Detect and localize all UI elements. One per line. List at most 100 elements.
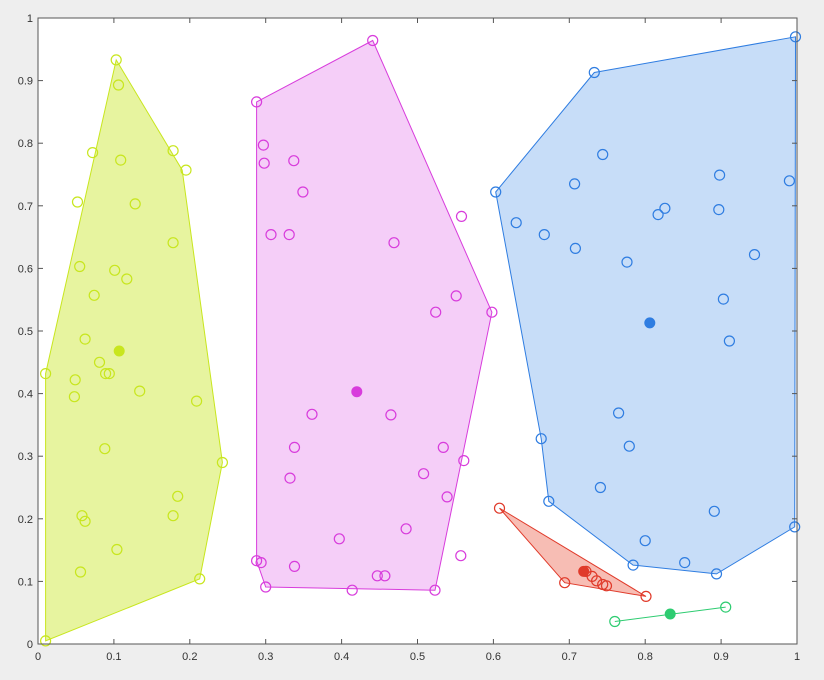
cluster-2-point-15 [717, 293, 730, 305]
cluster-0-point-21 [191, 395, 203, 407]
cluster-0-centroid [113, 345, 125, 357]
x-tick-label: 0.4 [334, 651, 349, 663]
cluster-1-point-19 [418, 468, 430, 480]
cluster-0-point-27 [167, 510, 179, 522]
y-tick-label: 0.6 [18, 263, 33, 275]
y-tick-label: 0.3 [18, 451, 33, 463]
cluster-0-point-17 [103, 368, 115, 380]
cluster-points [39, 31, 802, 647]
cluster-2-point-10 [510, 217, 522, 229]
cluster-0-point-19 [134, 385, 146, 397]
cluster-2-point-2 [597, 148, 609, 161]
cluster-0-point-24 [172, 490, 184, 502]
cluster-0-point-13 [79, 333, 91, 345]
x-tick-label: 0.6 [486, 651, 501, 663]
cluster-1-point-7 [265, 229, 277, 241]
cluster-0-point-29 [74, 566, 87, 578]
cluster-2-hull [495, 36, 797, 575]
cluster-4-centroid [664, 608, 676, 620]
cluster-0-point-23 [216, 456, 228, 469]
y-tick-label: 0.2 [18, 514, 33, 526]
cluster-2-point-1 [588, 66, 600, 79]
cluster-0-point-16 [99, 368, 112, 380]
cluster-1-point-4 [258, 157, 270, 169]
cluster-0-point-4 [167, 145, 179, 157]
cluster-1-point-3 [288, 155, 300, 167]
cluster-0-point-1 [112, 79, 125, 91]
cluster-1-point-8 [283, 229, 295, 241]
cluster-0-point-15 [39, 368, 52, 380]
cluster-4-point-1 [720, 601, 732, 613]
cluster-2-point-13 [748, 249, 761, 261]
y-tick-label: 0.9 [18, 76, 33, 88]
cluster-2-point-18 [535, 433, 547, 445]
cluster-0-point-2 [86, 147, 99, 159]
x-tick-label: 0.9 [713, 651, 728, 663]
cluster-3-point-5 [600, 580, 613, 592]
cluster-0-point-5 [180, 164, 192, 176]
cluster-1-point-28 [379, 570, 391, 582]
cluster-2-point-20 [594, 481, 607, 494]
x-tick-label: 0.2 [182, 651, 197, 663]
cluster-3-point-0 [493, 502, 506, 514]
cluster-1-point-25 [255, 556, 267, 569]
cluster-1-point-20 [441, 491, 453, 503]
cluster-2-point-24 [639, 535, 651, 547]
cluster-1-point-1 [251, 96, 263, 108]
cluster-3-point-6 [559, 577, 571, 589]
cluster-0-point-14 [93, 356, 106, 368]
x-tick-label: 0.8 [638, 651, 653, 663]
x-tick-label: 1 [794, 651, 800, 663]
cluster-1-centroid [351, 386, 363, 398]
cluster-2-point-4 [568, 178, 581, 190]
cluster-1-point-14 [385, 409, 397, 421]
cluster-0-point-20 [68, 391, 81, 403]
cluster-2-point-7 [659, 202, 671, 214]
cluster-2-point-25 [679, 556, 691, 569]
x-tick-label: 0.1 [106, 651, 121, 663]
cluster-1-point-17 [458, 455, 470, 467]
cluster-0-point-25 [76, 510, 88, 522]
cluster-0-point-10 [109, 264, 121, 276]
cluster-1-point-29 [260, 581, 272, 593]
cluster-0-hull [45, 58, 223, 642]
cluster-1-point-11 [430, 306, 442, 318]
y-tick-label: 0.1 [18, 576, 33, 588]
cluster-0-point-26 [79, 515, 91, 527]
cluster-1-point-15 [288, 441, 301, 453]
cluster-1-point-21 [400, 523, 412, 535]
cluster-1-point-31 [429, 584, 441, 596]
cluster-1-point-13 [306, 408, 318, 420]
cluster-2-point-23 [789, 521, 801, 533]
cluster-0-point-11 [121, 273, 133, 285]
cluster-0-point-28 [111, 543, 123, 556]
cluster-0-point-0 [110, 54, 122, 66]
cluster-1-point-0 [367, 34, 379, 47]
cluster-1-point-23 [455, 550, 467, 562]
cluster-0-point-12 [88, 289, 100, 301]
cluster-3-point-3 [590, 575, 603, 587]
cluster-0-point-8 [167, 237, 179, 249]
cluster-2-point-27 [710, 568, 723, 580]
x-tick-label: 0.3 [258, 651, 273, 663]
y-tick-label: 0 [27, 639, 33, 651]
cluster-2-point-17 [612, 407, 625, 419]
cluster-2-centroid [644, 317, 656, 329]
cluster-1-point-5 [297, 186, 309, 198]
y-tick-label: 1 [27, 13, 33, 25]
cluster-1-point-9 [388, 237, 400, 249]
cluster-2-point-19 [623, 440, 635, 452]
cluster-0-point-7 [129, 198, 141, 210]
cluster-3-centroid [578, 565, 590, 577]
cluster-4-point-0 [609, 615, 621, 628]
cluster-2-point-12 [569, 242, 582, 254]
y-axis: 0 0.1 0.2 0.3 0.4 0.5 0.6 0.7 0.8 0.9 1 [18, 13, 797, 651]
cluster-2-point-6 [490, 186, 502, 198]
cluster-2-point-0 [789, 31, 802, 43]
x-tick-label: 0.5 [410, 651, 425, 663]
x-tick-label: 0 [35, 651, 41, 663]
cluster-2-point-26 [627, 559, 639, 571]
cluster-2-point-11 [538, 229, 550, 241]
cluster-1-point-10 [450, 290, 462, 302]
